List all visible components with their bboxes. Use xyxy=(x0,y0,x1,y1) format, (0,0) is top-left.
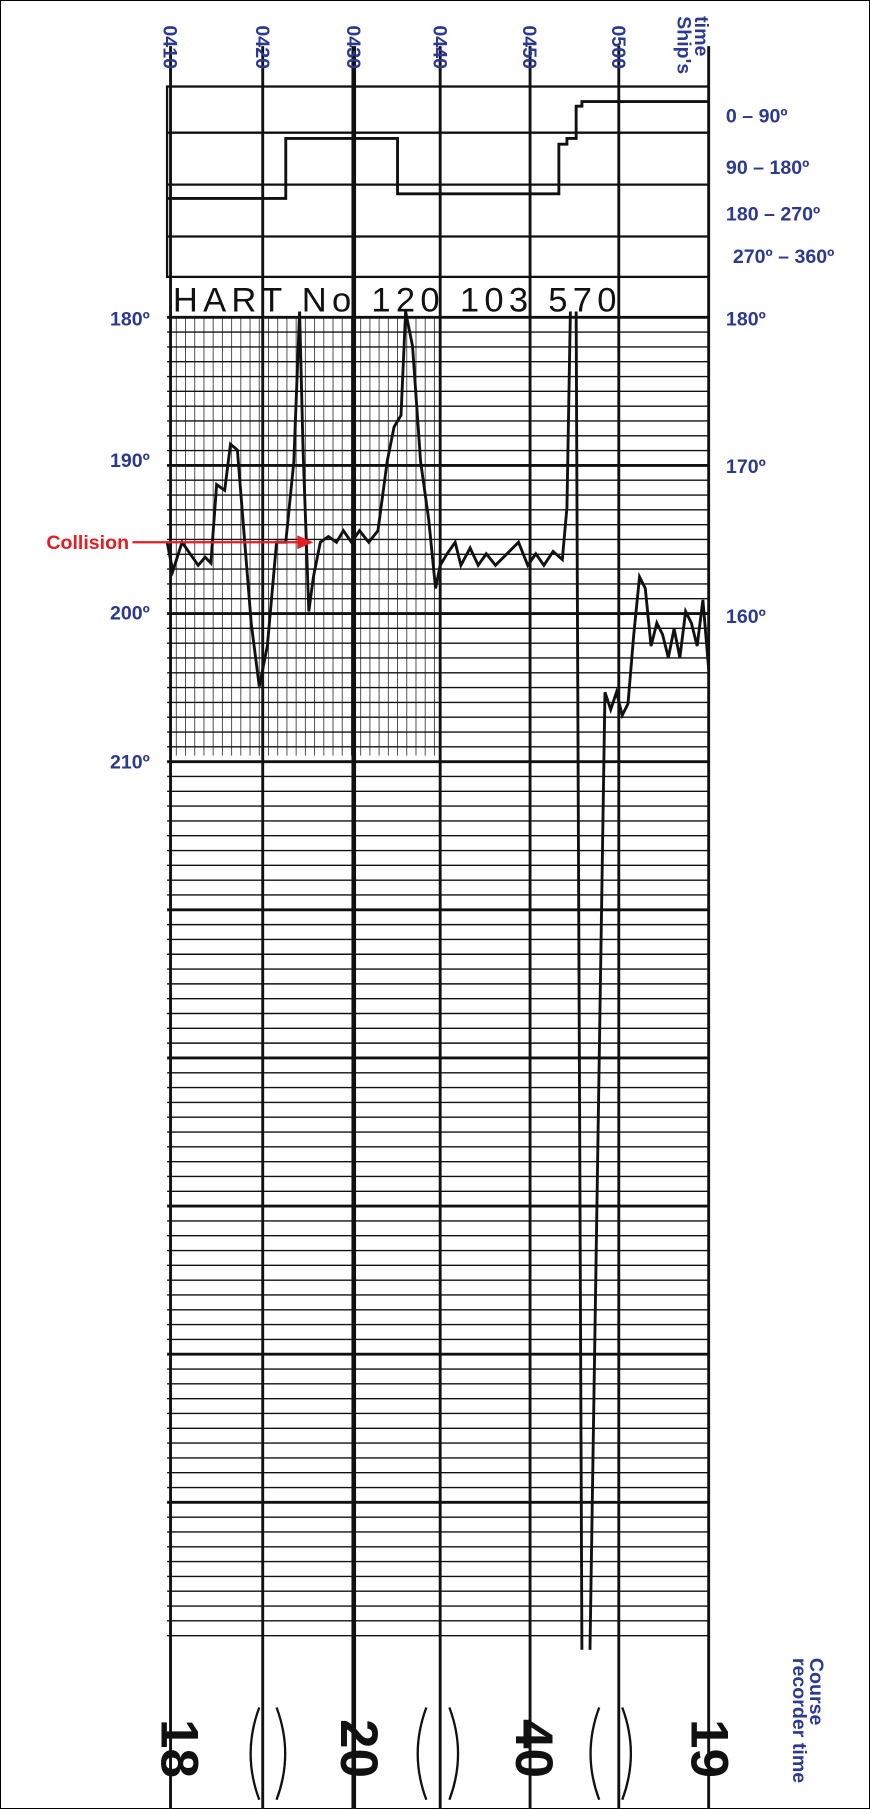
page: {"ships_time": {"title_lines": ["Ship's"… xyxy=(0,0,870,1809)
recorder-mark: 19 xyxy=(679,1719,738,1778)
quadrant-label: 270º – 360º xyxy=(733,246,834,268)
right-scale-label: 180º xyxy=(726,308,766,330)
recorder-chart: HART No 120 103 570 Collision 0410042004… xyxy=(0,0,870,1809)
time-tick: 0430 xyxy=(342,25,364,69)
frame xyxy=(1,1,870,1809)
recorder-mark: 40 xyxy=(504,1719,563,1778)
right-scale-label: 160º xyxy=(726,606,766,628)
quadrant-label: 0 – 90º xyxy=(726,105,788,127)
left-scale-label: 200º xyxy=(110,603,150,625)
right-scale-label: 170º xyxy=(726,456,766,478)
recorder-mark: 18 xyxy=(149,1719,208,1778)
left-scale-label: 180º xyxy=(110,308,150,330)
time-tick: 0420 xyxy=(251,25,273,69)
collision-label: Collision xyxy=(46,532,129,554)
quadrant-label: 180 – 270º xyxy=(726,203,820,225)
time-tick: 0500 xyxy=(607,25,629,69)
recorder-mark: 20 xyxy=(329,1719,388,1778)
time-tick: 0440 xyxy=(428,25,450,69)
left-scale-label: 190º xyxy=(110,450,150,472)
time-title: time xyxy=(690,16,712,56)
recorder-title: recorder time xyxy=(788,1658,810,1783)
time-tick: 0450 xyxy=(518,25,540,69)
quadrant-label: 90 – 180º xyxy=(726,157,809,179)
time-tick: 0410 xyxy=(159,25,181,69)
left-scale-label: 210º xyxy=(110,751,150,773)
